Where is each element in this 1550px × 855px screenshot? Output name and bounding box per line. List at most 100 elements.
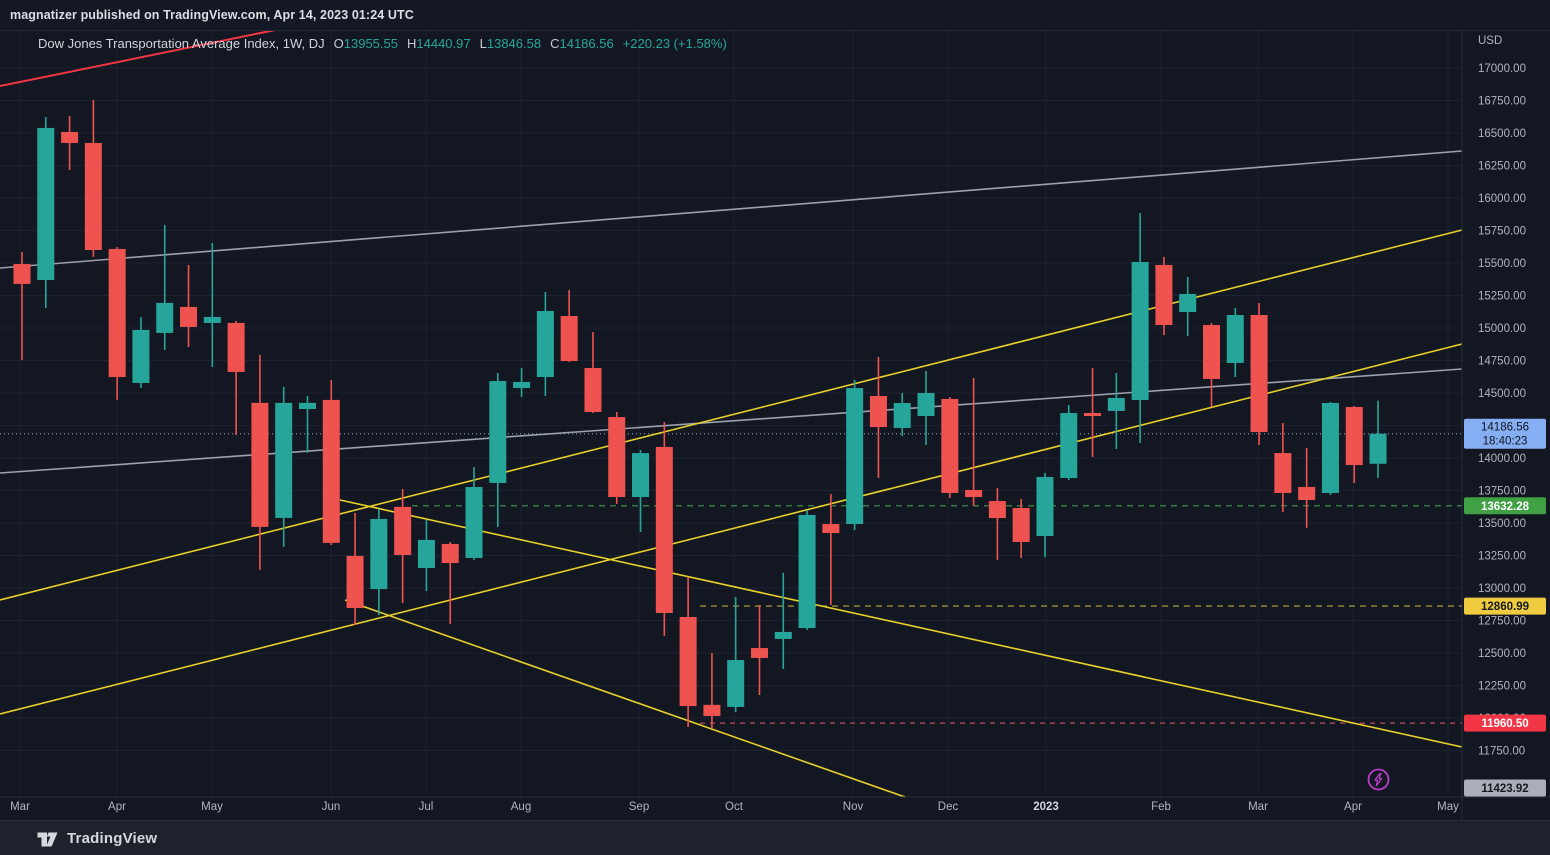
candle-17[interactable] bbox=[394, 488, 412, 603]
trendlines[interactable] bbox=[0, 26, 1463, 798]
svg-text:Jun: Jun bbox=[322, 801, 341, 813]
candle-48[interactable] bbox=[1131, 212, 1149, 444]
candle-45[interactable] bbox=[1060, 404, 1078, 480]
svg-text:14000.00: 14000.00 bbox=[1478, 453, 1526, 465]
symbol-title[interactable]: Dow Jones Transportation Average Index, … bbox=[38, 36, 325, 51]
candle-13[interactable] bbox=[298, 395, 316, 453]
candle-38[interactable] bbox=[893, 393, 911, 437]
candle-34[interactable] bbox=[798, 510, 816, 630]
publish-info: magnatizer published on TradingView.com,… bbox=[10, 8, 414, 22]
candle-56[interactable] bbox=[1321, 401, 1339, 496]
candle-25[interactable] bbox=[584, 332, 602, 414]
candles bbox=[13, 99, 1387, 729]
candle-15[interactable] bbox=[346, 512, 364, 626]
candle-6[interactable] bbox=[132, 316, 150, 388]
time-axis[interactable]: Mar Apr May Jun Jul Aug Sep Oct Nov Dec 2023 Feb Mar… bbox=[10, 801, 1459, 813]
svg-text:Apr: Apr bbox=[108, 801, 126, 813]
candle-5[interactable] bbox=[108, 247, 126, 401]
svg-text:16000.00: 16000.00 bbox=[1478, 193, 1526, 205]
white-channel-upper bbox=[0, 150, 1463, 269]
candle-1[interactable] bbox=[13, 251, 31, 360]
candle-24[interactable] bbox=[560, 290, 578, 363]
candle-46[interactable] bbox=[1084, 368, 1102, 457]
candle-40[interactable] bbox=[941, 397, 959, 499]
candle-41[interactable] bbox=[965, 378, 983, 506]
candle-19[interactable] bbox=[441, 541, 459, 625]
candle-51[interactable] bbox=[1203, 323, 1220, 408]
svg-text:16250.00: 16250.00 bbox=[1478, 161, 1526, 173]
candle-29[interactable] bbox=[679, 576, 697, 727]
candle-22[interactable] bbox=[513, 368, 531, 398]
candle-16[interactable] bbox=[370, 508, 388, 616]
svg-text:15500.00: 15500.00 bbox=[1478, 258, 1526, 270]
svg-text:Aug: Aug bbox=[511, 801, 531, 813]
candle-43[interactable] bbox=[1012, 498, 1030, 558]
svg-text:13250.00: 13250.00 bbox=[1478, 551, 1526, 563]
publish-info-bar: magnatizer published on TradingView.com,… bbox=[0, 0, 1550, 31]
svg-text:14500.00: 14500.00 bbox=[1478, 388, 1526, 400]
ohlc-open: O13955.55 bbox=[333, 36, 398, 51]
candle-58[interactable] bbox=[1369, 400, 1387, 478]
svg-text:11423.92: 11423.92 bbox=[1481, 783, 1528, 795]
candle-32[interactable] bbox=[750, 605, 768, 695]
candle-4[interactable] bbox=[84, 99, 102, 258]
candle-28[interactable] bbox=[655, 421, 673, 636]
svg-text:14750.00: 14750.00 bbox=[1478, 356, 1526, 368]
candle-47[interactable] bbox=[1107, 372, 1125, 450]
candle-3[interactable] bbox=[61, 115, 79, 171]
candle-31[interactable] bbox=[727, 596, 745, 713]
last-price-badge: 14186.56 18:40:23 bbox=[1464, 418, 1546, 449]
candle-44[interactable] bbox=[1036, 472, 1054, 558]
candle-27[interactable] bbox=[632, 450, 650, 532]
svg-text:May: May bbox=[1437, 801, 1459, 813]
candle-42[interactable] bbox=[988, 488, 1006, 561]
svg-text:13750.00: 13750.00 bbox=[1478, 486, 1526, 498]
change-value: +220.23 (+1.58%) bbox=[622, 36, 727, 51]
green-level-badge: 13632.28 bbox=[1464, 497, 1546, 515]
ohlc-high: H14440.97 bbox=[407, 36, 471, 51]
candle-49[interactable] bbox=[1155, 257, 1173, 336]
yellow-descending-upper bbox=[339, 499, 1463, 748]
candle-53[interactable] bbox=[1250, 303, 1268, 445]
candle-36[interactable] bbox=[846, 380, 864, 531]
candle-57[interactable] bbox=[1345, 406, 1363, 483]
candle-26[interactable] bbox=[608, 411, 626, 505]
svg-text:12860.99: 12860.99 bbox=[1481, 601, 1529, 613]
candle-20[interactable] bbox=[465, 466, 483, 560]
candle-23[interactable] bbox=[536, 291, 554, 396]
svg-text:11960.50: 11960.50 bbox=[1481, 718, 1528, 730]
candle-54[interactable] bbox=[1274, 423, 1292, 512]
svg-text:16750.00: 16750.00 bbox=[1478, 96, 1526, 108]
candle-14[interactable] bbox=[322, 380, 340, 545]
svg-text:12250.00: 12250.00 bbox=[1478, 681, 1526, 693]
candle-52[interactable] bbox=[1226, 307, 1244, 378]
candle-35[interactable] bbox=[822, 494, 840, 606]
candle-39[interactable] bbox=[917, 371, 935, 445]
grid bbox=[0, 30, 1462, 797]
candle-8[interactable] bbox=[180, 264, 198, 347]
candle-9[interactable] bbox=[203, 242, 221, 367]
candle-10[interactable] bbox=[227, 320, 245, 435]
svg-text:Oct: Oct bbox=[725, 801, 744, 813]
candle-50[interactable] bbox=[1179, 276, 1197, 337]
svg-text:15000.00: 15000.00 bbox=[1478, 323, 1526, 335]
candle-21[interactable] bbox=[489, 372, 507, 528]
pane-borders bbox=[0, 30, 1550, 820]
svg-text:17000.00: 17000.00 bbox=[1478, 63, 1526, 75]
white-channel-lower bbox=[0, 368, 1463, 474]
candle-12[interactable] bbox=[275, 386, 293, 547]
candle-7[interactable] bbox=[156, 225, 174, 350]
candle-30[interactable] bbox=[703, 653, 721, 729]
quick-action-lightning-button[interactable] bbox=[1366, 767, 1391, 792]
candle-33[interactable] bbox=[774, 572, 792, 669]
svg-text:Jul: Jul bbox=[419, 801, 434, 813]
tradingview-logo[interactable]: TradingView bbox=[36, 827, 157, 850]
candle-2[interactable] bbox=[37, 117, 55, 308]
price-axis[interactable]: USD 17000.00 16750.00 16500.00 16250.00 16000… bbox=[1478, 35, 1526, 758]
candle-11[interactable] bbox=[251, 354, 269, 570]
candle-18[interactable] bbox=[417, 520, 435, 591]
candle-55[interactable] bbox=[1298, 447, 1316, 528]
ohlc-close: C14186.56 bbox=[550, 36, 614, 51]
candle-37[interactable] bbox=[869, 356, 887, 479]
